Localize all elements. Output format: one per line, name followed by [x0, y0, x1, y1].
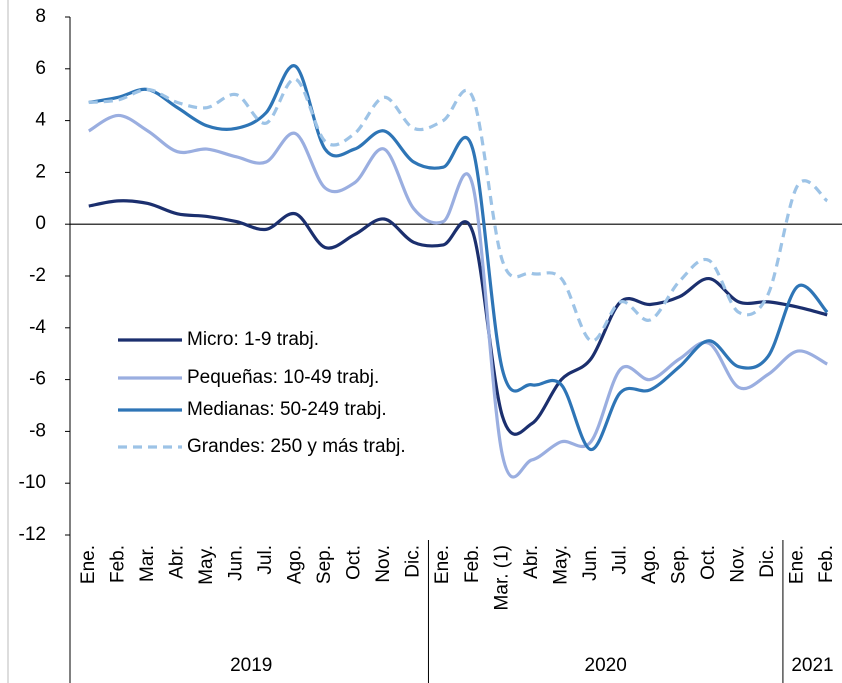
x-tick-label: Ago. — [639, 545, 660, 584]
x-tick-label: Jul. — [609, 545, 630, 575]
y-tick-label: 8 — [35, 6, 46, 27]
y-tick-label: -6 — [29, 369, 46, 390]
x-tick-label: Nov. — [373, 545, 394, 583]
x-tick-label: Sep. — [314, 545, 335, 584]
x-tick-label: Sep. — [669, 545, 690, 584]
legend-label: Pequeñas: 10-49 trabj. — [187, 367, 379, 388]
x-tick-label: May. — [550, 545, 571, 585]
x-tick-label: Ene. — [78, 545, 99, 584]
y-tick-label: -8 — [29, 420, 46, 441]
legend-label: Grandes: 250 y más trabj. — [187, 436, 406, 457]
legend-label: Medianas: 50-249 trabj. — [187, 399, 387, 420]
y-tick-label: 2 — [35, 161, 46, 182]
x-tick-label: Feb. — [462, 545, 483, 583]
x-tick-label: Ago. — [285, 545, 306, 584]
x-tick-label: Abr. — [521, 545, 542, 579]
x-tick-label: Feb. — [107, 545, 128, 583]
y-tick-label: 0 — [35, 213, 46, 234]
x-tick-label: Dic. — [403, 545, 424, 578]
y-tick-label: -4 — [29, 317, 46, 338]
legend-label: Micro: 1-9 trabj. — [187, 329, 319, 350]
x-tick-label: Oct. — [698, 545, 719, 580]
x-tick-label: Mar. (1) — [491, 545, 512, 610]
group-label: 2021 — [791, 655, 833, 676]
x-tick-label: Oct. — [344, 545, 365, 580]
x-tick-label: May. — [196, 545, 217, 585]
x-tick-label: Abr. — [166, 545, 187, 579]
x-tick-label: Dic. — [757, 545, 778, 578]
x-tick-label: Nov. — [728, 545, 749, 583]
x-tick-label: Feb. — [816, 545, 837, 583]
x-tick-label: Ene. — [787, 545, 808, 584]
series-line — [88, 77, 829, 343]
group-label: 2019 — [230, 655, 272, 676]
y-tick-label: 6 — [35, 58, 46, 79]
x-tick-label: Jun. — [225, 545, 246, 581]
x-tick-label: Mar. — [137, 545, 158, 582]
x-tick-label: Jul. — [255, 545, 276, 575]
series-line — [88, 199, 828, 436]
group-label: 2020 — [585, 655, 627, 676]
y-tick-label: -2 — [29, 265, 46, 286]
x-tick-label: Ene. — [432, 545, 453, 584]
y-tick-label: 4 — [35, 110, 46, 131]
series-line — [88, 64, 829, 452]
x-tick-label: Jun. — [580, 545, 601, 581]
y-tick-label: -10 — [19, 472, 46, 493]
y-tick-label: -12 — [19, 524, 46, 545]
series-line — [87, 113, 828, 479]
